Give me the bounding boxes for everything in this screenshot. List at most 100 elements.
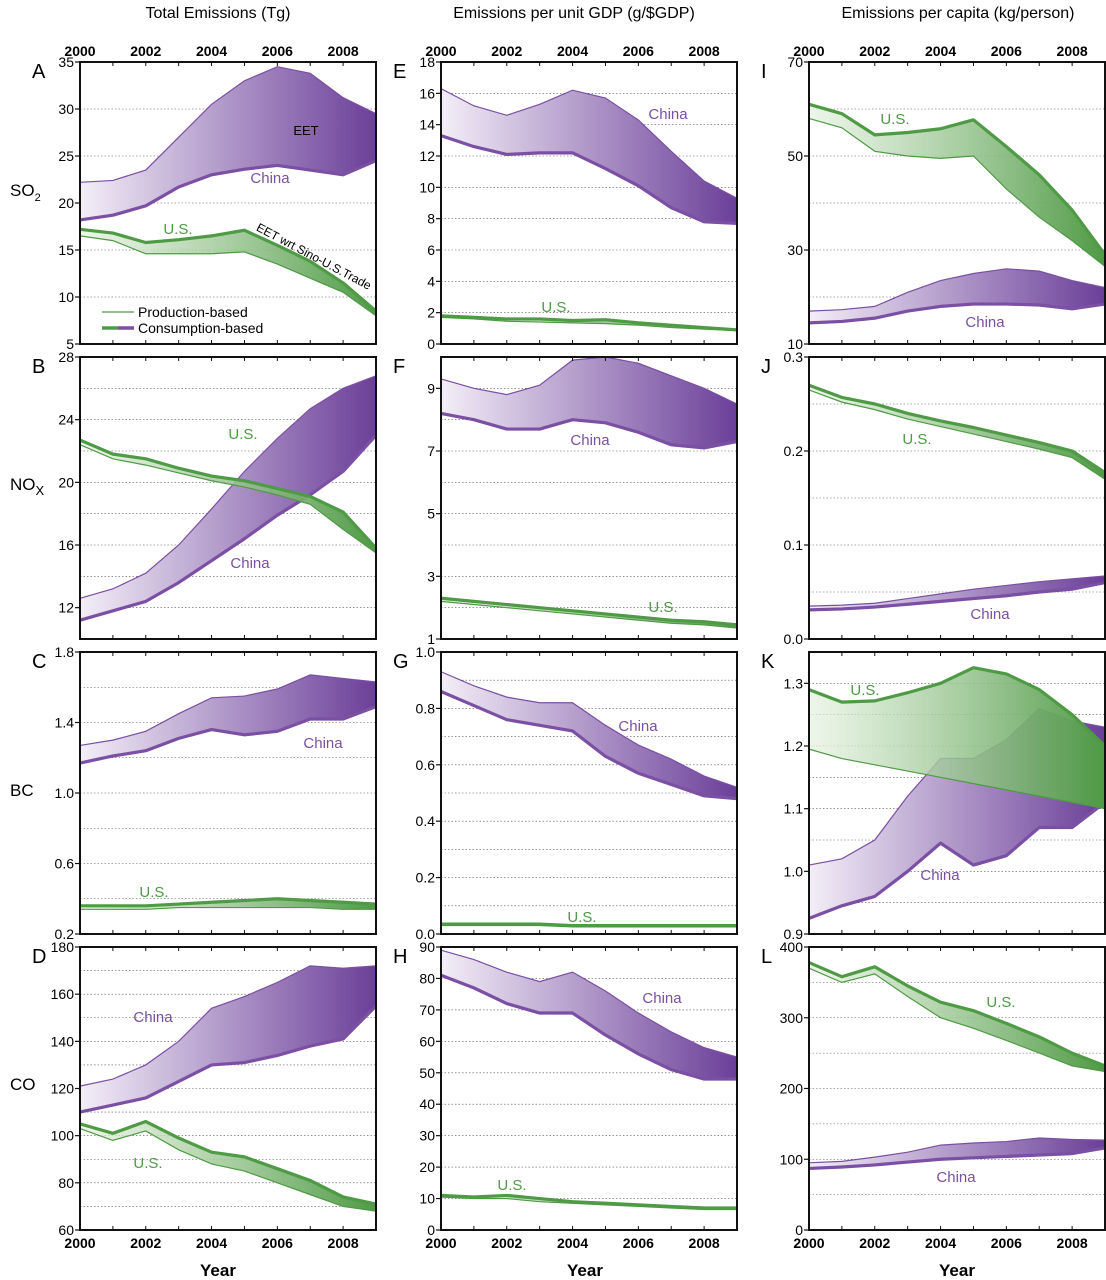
y-tick-label: 50 [787,148,803,164]
line-consumption-us [808,666,1106,748]
panel-k: China U.S. 0.9 1.0 1.1 1.2 1.3 K [761,651,1106,942]
y-tick-label: 0.3 [784,349,804,365]
line-production-china [79,674,377,747]
y-tick-label: 30 [419,1128,435,1144]
y-tick-label: 16 [58,537,74,553]
y-tick-label: 10 [419,1191,435,1207]
band-china [809,576,1105,610]
panel-letter-a: A [32,61,46,83]
panel-frame [808,651,1106,935]
y-tick-label: 28 [58,349,74,365]
y-tick-label: 180 [51,939,75,955]
series-label-us: U.S. [850,682,879,699]
line-production-us [440,316,738,332]
x-axis-title-gdp: Year [567,1261,603,1280]
panel-letter-j: J [761,356,771,378]
line-production-china [440,949,738,1058]
line-production-us [440,600,738,629]
y-tick-label: 0 [795,1222,803,1238]
band-china [809,1138,1105,1169]
line-production-china [808,575,1106,607]
series-label-us: U.S. [228,426,257,443]
x-tick-label: 2002 [859,1235,890,1251]
y-tick-label: 5 [427,506,435,522]
x-tick-label: 2004 [557,1235,588,1251]
row-label-bc: BC [10,781,34,800]
series-label-us: U.S. [567,909,596,926]
y-tick-label: 20 [419,1159,435,1175]
series-label-us: U.S. [648,599,677,616]
line-consumption-us [440,314,738,332]
panel-letter-i: I [761,61,767,83]
panel-frame [440,651,738,935]
x-tick-label: 2002 [491,1235,522,1251]
y-tick-label: 0.0 [416,926,436,942]
line-production-us [808,389,1106,480]
panel-letter-h: H [393,946,407,968]
x-tick-label-top: 2006 [262,43,293,59]
annotation-eet: EET [293,123,318,138]
line-consumption-china [440,411,738,450]
y-tick-label: 16 [419,85,435,101]
panel-b: China U.S. 12 16 20 24 28 B [32,349,378,640]
line-consumption-china [79,159,377,222]
series-label-us: U.S. [139,884,168,901]
line-production-china [440,356,738,405]
line-production-us [808,748,1106,810]
line-production-us [79,444,377,554]
panel-letter-g: G [393,651,409,673]
y-tick-label: 300 [780,1010,804,1026]
y-tick-label: 8 [427,211,435,227]
line-consumption-us [808,383,1106,474]
series-label-us: U.S. [902,431,931,448]
y-tick-label: 60 [58,1222,74,1238]
line-consumption-us [808,961,1106,1068]
line-consumption-china [808,1146,1106,1171]
panel-j: China U.S. 0.0 0.1 0.2 0.3 J [761,349,1106,647]
y-tick-label: 0.6 [55,856,75,872]
band-china [441,357,737,448]
panel-letter-e: E [393,61,406,83]
y-tick-label: 1.0 [416,644,436,660]
x-tick-label: 2008 [328,1235,359,1251]
line-production-us [808,967,1106,1073]
series-label-us: U.S. [986,994,1015,1011]
series-label-china: China [648,106,688,123]
legend-consumption-label: Consumption-based [138,320,263,336]
x-tick-label-top: 2002 [130,43,161,59]
y-tick-label: 160 [51,986,75,1002]
y-tick-label: 25 [58,148,74,164]
line-consumption-china [808,581,1106,612]
line-consumption-us [441,922,737,928]
y-tick-label: 7 [427,443,435,459]
x-tick-label-top: 2004 [557,43,588,59]
panel-letter-f: F [393,356,405,378]
y-tick-label: 0.8 [416,700,436,716]
panel-letter-c: C [32,651,46,673]
y-tick-label: 140 [51,1033,75,1049]
y-tick-label: 1.8 [55,644,75,660]
x-tick-label-top: 2008 [689,43,720,59]
y-tick-label: 0.6 [416,757,436,773]
line-production-us [79,1128,377,1212]
x-tick-label-top: 2000 [793,43,824,59]
y-tick-label: 0.9 [784,926,804,942]
line-consumption-us [80,897,377,908]
x-tick-label-top: 2006 [991,43,1022,59]
band-us [809,667,1105,809]
panel-frame [79,356,377,640]
line-production-china [79,375,377,599]
band-china [80,674,376,764]
y-tick-label: 9 [427,380,435,396]
band-china [80,375,376,621]
series-label-china: China [965,314,1005,331]
band-china [80,66,376,220]
row-label-co: CO [10,1075,36,1094]
column-title-capita: Emissions per capita (kg/person) [842,5,1075,22]
band-china [441,950,737,1080]
y-tick-label: 12 [58,600,74,616]
line-consumption-us [808,102,1106,256]
y-tick-label: 10 [787,336,803,352]
